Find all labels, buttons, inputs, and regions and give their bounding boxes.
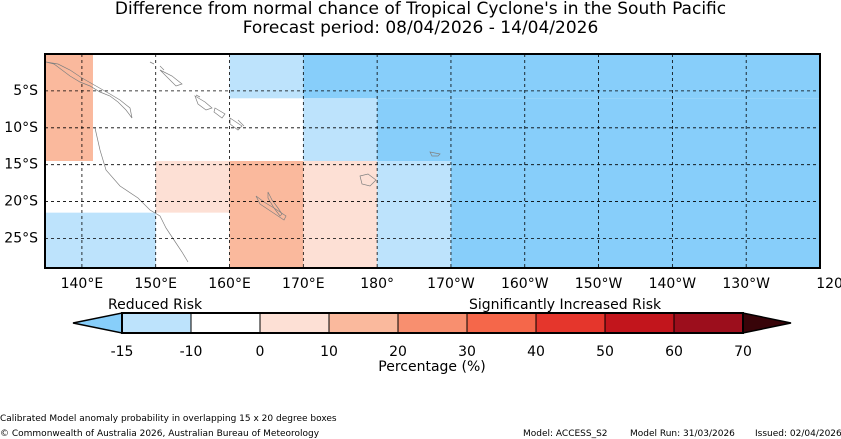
colorbar-tick-label: -10 [180,344,203,360]
map-title: Difference from normal chance of Tropica… [114,0,727,19]
colorbar-tick-label: 70 [734,344,752,360]
coast-new-britain [159,69,183,87]
colorbar-tick-label: 20 [389,344,407,360]
longitude-label: 150°W [575,276,623,292]
longitude-label: 140°E [61,276,104,292]
colorbar-segment [190,312,261,334]
longitude-label: 120°W [816,276,841,292]
longitude-label: 160°W [501,276,549,292]
anomaly-box-6 [229,54,304,99]
longitude-label: 150°E [134,276,177,292]
colorbar-tick-labels: -15 -10 0 10 20 30 40 50 60 70 [111,344,752,360]
coast-samoa [429,151,441,157]
latitude-labels: 5°S 10°S 15°S 20°S 25°S [4,83,38,247]
coast-cape-york [94,127,189,263]
footer-model-run: Model Run: 31/03/2026 [630,429,735,439]
forecast-period: Forecast period: 08/04/2026 - 14/04/2026 [242,18,599,38]
map-frame [44,53,821,269]
longitude-label: 160°E [208,276,251,292]
colorbar-outline [121,312,744,334]
colorbar-tick-label: 60 [665,344,683,360]
footer-model: Model: ACCESS_S2 [523,429,608,439]
colorbar-tick-label: 10 [320,344,338,360]
anomaly-box-11 [450,161,820,268]
longitude-label: 130°W [722,276,770,292]
anomaly-box-4 [229,161,304,268]
anomaly-box-2 [45,212,156,268]
colorbar-tick-label: 50 [596,344,614,360]
anomaly-boxes [45,54,820,268]
longitude-label: 180° [360,276,394,292]
latitude-label: 10°S [4,120,38,136]
anomaly-box-5 [303,161,378,268]
anomaly-box-3 [155,161,230,213]
longitude-labels: 140°E 150°E 160°E 170°E 180° 170°W 160°W 150°W 1… [61,276,841,292]
colorbar-segment [328,312,399,334]
longitude-label: 170°E [282,276,325,292]
anomaly-box-1 [45,54,93,161]
latitude-label: 15°S [4,157,38,173]
increased-risk-label: Significantly Increased Risk [469,297,662,313]
colorbar-segment [535,312,606,334]
anomaly-box-8 [303,98,378,161]
colorbar-tick-label: 30 [458,344,476,360]
colorbar-segment [121,312,192,334]
colorbar-xlabel: Percentage (%) [378,359,485,375]
colorbar-segment [604,312,675,334]
footer-copyright: © Commonwealth of Australia 2026, Austra… [0,429,320,439]
reduced-risk-label: Reduced Risk [108,297,203,313]
colorbar-tick-label: 40 [527,344,545,360]
colorbar-under-arrow [72,312,123,334]
latitude-label: 5°S [13,83,38,99]
colorbar-segment [466,312,537,334]
colorbar-segment [259,312,330,334]
anomaly-box-10 [377,161,451,268]
colorbar-tick-label: 0 [256,344,265,360]
colorbar-segment [397,312,468,334]
coast-new-caledonia [255,195,287,221]
latitude-label: 20°S [4,194,38,210]
colorbar-over-arrow [742,312,792,334]
longitude-label: 140°W [649,276,697,292]
footer-issued: Issued: 02/04/2026 [755,429,841,439]
colorbar-segment [673,312,744,334]
colorbar [72,312,792,334]
coast-fiji [359,173,377,187]
latitude-label: 25°S [4,230,38,246]
colorbar-tick-label: -15 [111,344,134,360]
coast-solomons [194,95,243,131]
anomaly-box-7 [303,54,820,99]
coast-micronesia [149,61,245,127]
longitude-label: 170°W [427,276,475,292]
footer-description: Calibrated Model anomaly probability in … [0,414,337,424]
